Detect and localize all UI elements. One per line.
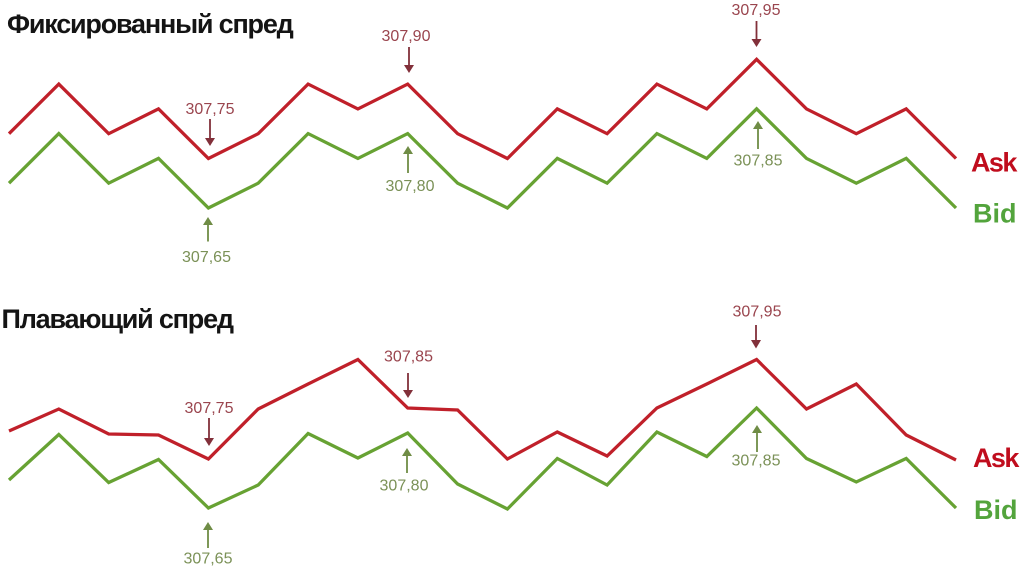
svg-text:307,85: 307,85 [734, 153, 783, 170]
svg-text:307,80: 307,80 [386, 178, 435, 195]
svg-text:307,90: 307,90 [382, 28, 431, 45]
svg-text:307,85: 307,85 [384, 349, 433, 366]
svg-text:Bid: Bid [973, 199, 1017, 229]
svg-text:307,75: 307,75 [186, 101, 235, 118]
svg-text:307,95: 307,95 [732, 2, 781, 19]
svg-text:307,75: 307,75 [185, 400, 234, 417]
svg-text:307,65: 307,65 [184, 551, 233, 568]
svg-text:Фиксированный спред: Фиксированный спред [7, 9, 294, 39]
svg-text:Bid: Bid [974, 495, 1018, 525]
svg-text:307,95: 307,95 [733, 304, 782, 321]
svg-text:307,80: 307,80 [380, 478, 429, 495]
svg-text:Ask: Ask [971, 148, 1018, 178]
svg-text:Плавающий спред: Плавающий спред [2, 304, 234, 334]
svg-text:307,65: 307,65 [182, 249, 231, 266]
svg-text:Ask: Ask [973, 443, 1020, 473]
svg-text:307,85: 307,85 [732, 453, 781, 470]
